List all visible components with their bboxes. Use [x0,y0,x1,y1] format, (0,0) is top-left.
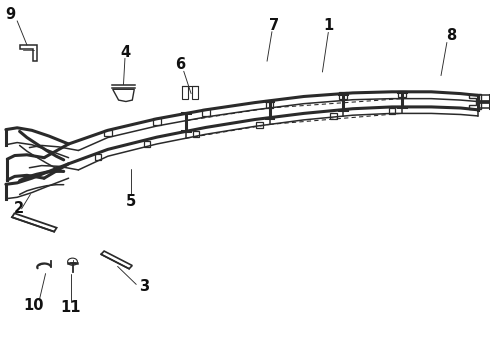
Circle shape [68,258,77,265]
Polygon shape [101,251,132,269]
Polygon shape [398,91,406,97]
Text: 6: 6 [175,57,185,72]
Polygon shape [20,45,37,61]
Polygon shape [202,109,210,116]
Polygon shape [182,86,188,99]
Polygon shape [469,94,481,109]
Text: 3: 3 [140,279,149,294]
Polygon shape [113,89,134,102]
Text: 5: 5 [126,194,136,209]
Polygon shape [192,86,198,99]
Polygon shape [256,122,263,128]
Polygon shape [153,118,161,125]
Polygon shape [144,141,150,147]
Polygon shape [266,102,273,108]
Polygon shape [104,130,112,136]
Polygon shape [193,131,199,137]
Text: 10: 10 [23,298,44,314]
Text: 1: 1 [323,18,333,33]
Text: 2: 2 [14,201,24,216]
Polygon shape [12,213,57,232]
Text: 11: 11 [61,300,81,315]
Polygon shape [389,108,395,114]
Polygon shape [330,113,337,119]
Text: 8: 8 [446,28,456,44]
Text: 7: 7 [270,18,279,33]
Text: 9: 9 [6,7,16,22]
Polygon shape [339,92,347,99]
Polygon shape [95,154,101,160]
Text: 4: 4 [120,45,130,60]
